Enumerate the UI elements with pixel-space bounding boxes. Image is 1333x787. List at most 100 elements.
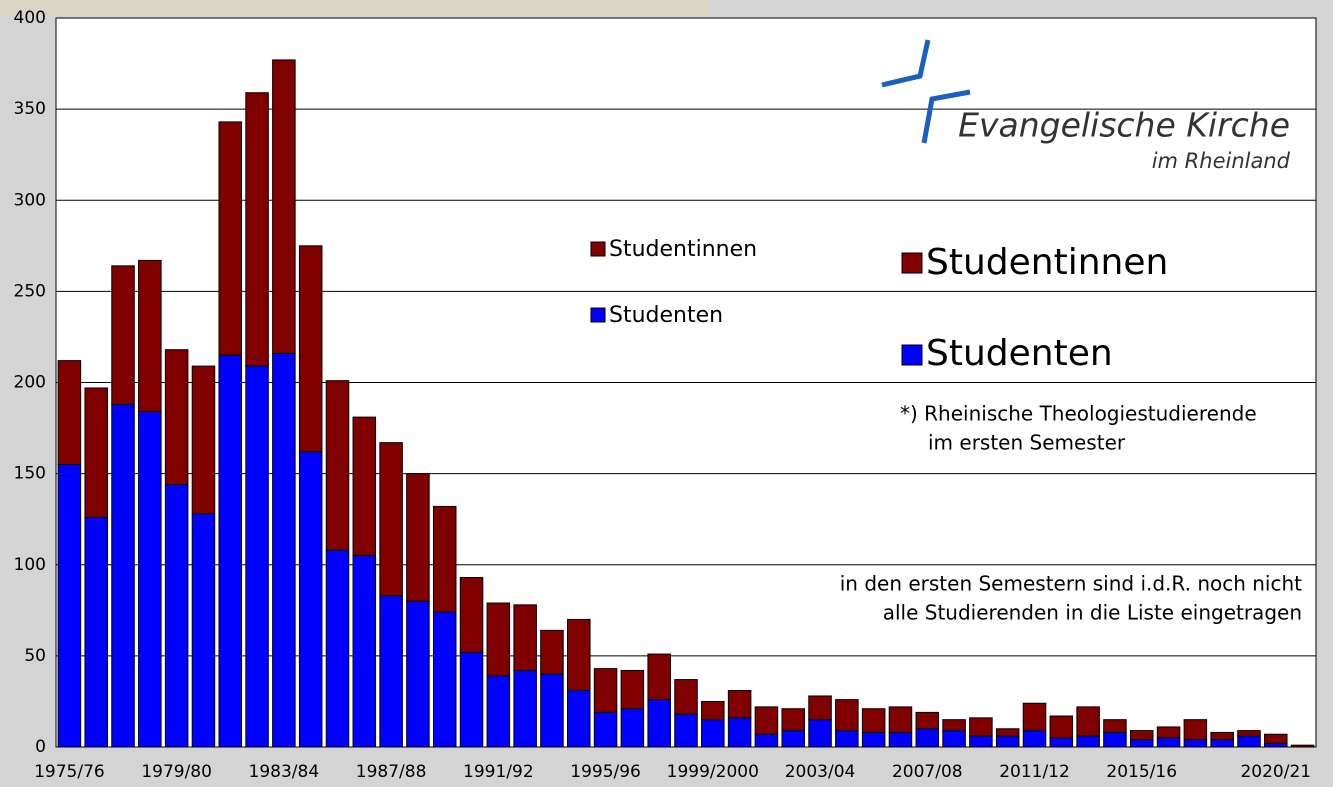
bar-segment	[325, 380, 350, 551]
bar-segment	[647, 653, 671, 701]
bar-segment	[352, 416, 377, 557]
bar-segment	[1022, 730, 1047, 748]
legend-label: Studentinnen	[609, 237, 757, 262]
annotation: *) Rheinische Theologiestudierende	[900, 402, 1257, 426]
bar-segment	[111, 403, 135, 748]
bar-segment	[1237, 735, 1261, 748]
bar-segment	[674, 713, 698, 748]
bar-segment	[701, 719, 725, 748]
legend-swatch	[901, 252, 923, 274]
bar-segment	[84, 387, 108, 518]
background-strip	[0, 0, 710, 16]
bar-segment	[486, 602, 511, 677]
bar-segment	[808, 695, 832, 721]
bar-segment	[861, 708, 886, 733]
bar-segment	[459, 651, 484, 748]
bar-segment	[245, 365, 269, 748]
bar-segment	[1290, 744, 1315, 748]
bar-segment	[540, 673, 564, 748]
bar-segment	[942, 719, 966, 732]
bar-segment	[57, 464, 82, 748]
bar-segment	[1183, 719, 1208, 741]
logo-title: Evangelische Kirche	[958, 106, 1290, 145]
x-tick-label: 2003/04	[785, 762, 856, 782]
bar-segment	[1049, 715, 1074, 739]
bar-segment	[781, 708, 805, 732]
bar-segment	[459, 577, 484, 653]
bar-segment	[674, 679, 698, 715]
y-tick-label: 200	[14, 373, 46, 393]
bar-segment	[1264, 733, 1288, 744]
bar-segment	[57, 360, 82, 466]
x-tick-label: 1991/92	[463, 762, 534, 782]
bar-segment	[1049, 737, 1074, 748]
bar-segment	[1129, 730, 1154, 741]
x-tick-label: 2007/08	[892, 762, 963, 782]
bar-segment	[1103, 731, 1127, 748]
bar-segment	[84, 516, 108, 748]
bar-segment	[1076, 735, 1100, 748]
x-tick-label: 2011/12	[999, 762, 1070, 782]
bar-segment	[1156, 737, 1181, 748]
legend-label: Studenten	[926, 333, 1113, 374]
bar-segment	[969, 717, 993, 737]
bar-segment	[701, 700, 725, 721]
y-tick-label: 350	[14, 99, 46, 119]
bar-segment	[138, 259, 162, 413]
annotation: in den ersten Semestern sind i.d.R. noch…	[840, 572, 1302, 596]
bar-segment	[325, 549, 350, 748]
bar-segment	[432, 611, 457, 748]
x-tick-label: 1987/88	[356, 762, 427, 782]
bar-segment	[727, 717, 752, 748]
bar-segment	[1210, 739, 1234, 748]
bar-segment	[754, 706, 779, 735]
bar-segment	[1103, 719, 1127, 733]
logo-mark	[881, 39, 971, 144]
bar-segment	[164, 484, 189, 748]
x-tick-label: 1975/76	[34, 762, 105, 782]
bar-segment	[1183, 739, 1208, 748]
bar-segment	[486, 675, 511, 748]
bar-segment	[567, 618, 591, 692]
bar-segment	[406, 473, 430, 602]
bar-segment	[191, 365, 216, 515]
bar-segment	[593, 711, 618, 748]
x-tick-label: 2020/21	[1240, 762, 1311, 782]
bar-segment	[754, 733, 779, 748]
y-tick-label: 300	[14, 190, 46, 210]
bar-segment	[1210, 731, 1234, 741]
bar-segment	[218, 121, 243, 356]
y-tick-label: 400	[14, 8, 46, 28]
bar-segment	[164, 349, 189, 486]
legend-swatch	[590, 307, 606, 323]
x-tick-label: 2015/16	[1106, 762, 1177, 782]
bar-segment	[915, 728, 940, 748]
bar-segment	[1129, 739, 1154, 748]
bar-segment	[995, 735, 1020, 748]
bar-segment	[567, 690, 591, 748]
bar-segment	[861, 731, 886, 748]
bar-segment	[298, 245, 323, 453]
bar-segment	[540, 629, 564, 675]
bar-segment	[1156, 726, 1181, 739]
bar-segment	[245, 92, 269, 367]
bar-segment	[620, 669, 645, 710]
bar-segment	[272, 352, 296, 748]
bar-segment	[620, 708, 645, 748]
bar-segment	[513, 604, 537, 671]
bar-segment	[593, 668, 618, 713]
bar-segment	[272, 59, 296, 354]
bar-segment	[727, 690, 752, 719]
legend-swatch	[590, 241, 606, 257]
bar-segment	[1076, 706, 1100, 737]
y-tick-label: 150	[14, 464, 46, 484]
annotation: alle Studierenden in die Liste eingetrag…	[883, 601, 1302, 625]
legend-label: Studentinnen	[926, 242, 1168, 283]
bar-segment	[298, 451, 323, 748]
y-tick-label: 100	[14, 555, 46, 575]
annotation: im ersten Semester	[928, 431, 1126, 455]
legend-label: Studenten	[609, 303, 723, 328]
bar-segment	[995, 728, 1020, 737]
y-tick-label: 0	[35, 737, 46, 757]
